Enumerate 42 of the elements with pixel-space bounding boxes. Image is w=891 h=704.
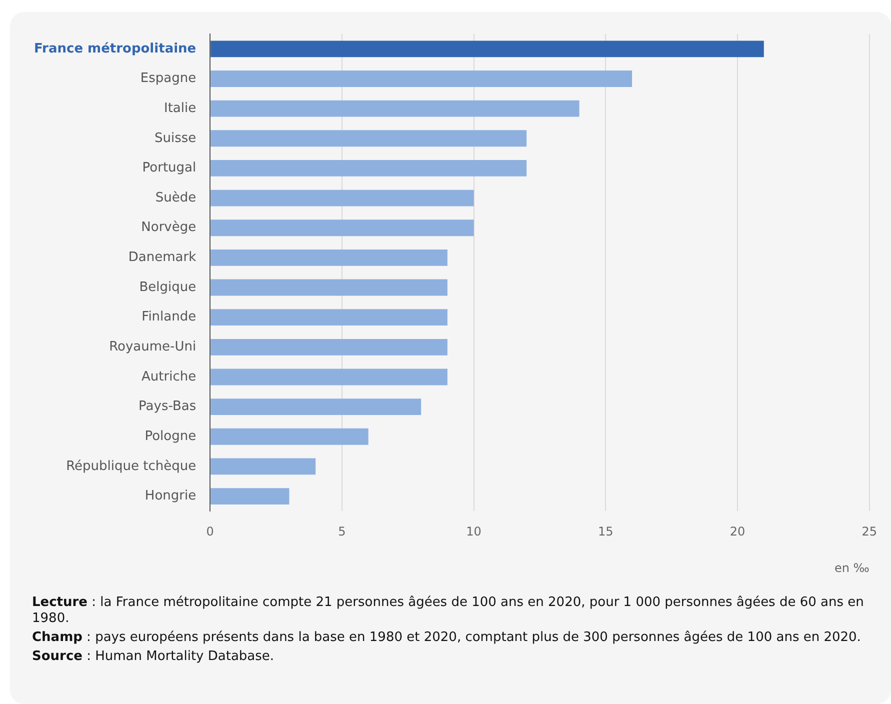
y-tick-label: République tchèque <box>66 458 196 474</box>
bar <box>210 368 448 386</box>
y-tick-label: Hongrie <box>144 488 196 504</box>
y-tick-label: Danemark <box>128 250 197 266</box>
x-axis-title: en ‰ <box>834 560 870 575</box>
text: Lecture : la France métropolitaine compte 21 personnes âgées de 100 ans en 2020, pour 1 000 personnes âgées de 60 ans en 1980. <box>32 595 864 626</box>
bar <box>210 279 448 296</box>
y-tick-label: Royaume-Uni <box>109 340 196 355</box>
y-tick-label: Espagne <box>140 71 196 86</box>
bar <box>210 70 632 87</box>
x-tick-label: 0 <box>206 524 214 539</box>
bar <box>210 398 422 416</box>
y-tick-label: Suède <box>155 190 196 206</box>
x-tick-label: 5 <box>338 524 346 539</box>
bar <box>210 220 474 236</box>
bar <box>210 160 527 176</box>
x-tick-label: 10 <box>466 524 482 539</box>
y-tick-label: Italie <box>164 100 196 116</box>
bar <box>210 309 448 326</box>
bar <box>210 130 527 147</box>
y-tick-label: Pays-Bas <box>138 399 196 414</box>
x-tick-label: 15 <box>598 524 614 539</box>
bar <box>210 338 448 356</box>
y-tick-label: Finlande <box>142 310 196 325</box>
bar <box>210 488 290 504</box>
bar <box>210 458 316 475</box>
source-note: Source : Human Mortality Database. <box>32 649 276 665</box>
x-tick-label: 25 <box>862 524 878 539</box>
bar <box>210 428 368 445</box>
text: Champ : pays européens présents dans la base en 1980 et 2020, comptant plus de 300 personnes âgées de 100 ans en 2020. <box>32 630 862 646</box>
bar <box>210 249 448 266</box>
y-tick-label: France métropolitaine <box>34 41 196 56</box>
bar <box>210 190 474 206</box>
bar <box>210 100 580 117</box>
y-tick-label: Pologne <box>144 429 196 444</box>
bar <box>210 40 764 58</box>
y-tick-label: Suisse <box>154 130 196 146</box>
y-tick-label: Belgique <box>139 280 196 295</box>
y-tick-label: Norvège <box>141 220 196 236</box>
x-tick-label: 20 <box>730 524 746 539</box>
y-tick-label: Portugal <box>142 160 196 176</box>
y-tick-label: Autriche <box>142 369 196 384</box>
